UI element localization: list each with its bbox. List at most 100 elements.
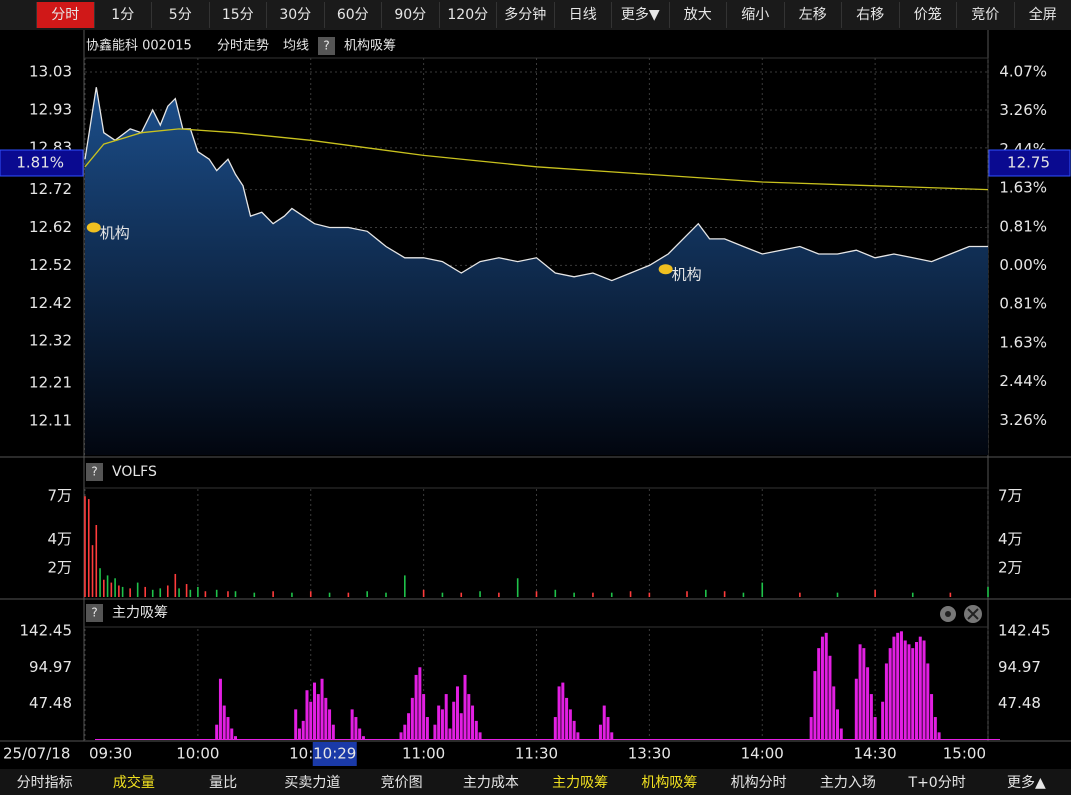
tab[interactable]: 更多▲ [1006,775,1046,791]
toolbar-button[interactable]: 90分 [381,2,439,28]
toolbar-button[interactable]: 30分 [266,2,324,28]
cursor-box [988,149,1071,177]
indicator-bar [892,636,896,740]
volume-bar [151,589,154,597]
indicator-bar [463,674,467,740]
toolbar-button[interactable]: 1分 [93,2,152,28]
toolbar-button[interactable]: 价笼 [898,2,957,28]
volume-bar [554,589,557,597]
annotation-marker [658,264,673,275]
tab[interactable]: T+0分时 [908,775,966,791]
tab[interactable]: 买卖力道 [284,775,341,791]
tab[interactable]: 主力成本 [462,775,519,791]
indicator-bar [422,694,426,740]
indicator-bar [437,705,441,740]
toolbar-button[interactable]: 左移 [783,2,842,28]
volume-bar [347,592,350,597]
indicator-bar [230,728,234,740]
indicator-label: 机构吸筹 [344,38,396,54]
indicator-bar [418,667,422,740]
indicator-bar [234,736,237,740]
tab[interactable]: 分时指标 [16,775,73,791]
volume-bar [178,588,180,597]
indicator-bar [866,667,870,740]
volume-bar [121,586,124,597]
indicator-bar [320,678,324,740]
y2-tick-label: 3.26% [999,101,1047,119]
y-tick-label: 12.21 [29,373,72,391]
indicator-bar [316,694,320,740]
toolbar-button[interactable]: 缩小 [726,2,784,28]
date-label: 25/07/18 [3,745,70,763]
y2-tick-label: 4万 [998,530,1023,548]
indicator-bar [474,720,478,740]
volume-bar [99,568,101,597]
volume-bar [385,592,387,597]
indicator-bar [915,642,919,740]
indicator-bar [602,705,606,740]
indicator-bar [407,713,411,740]
y-tick-label: 12.42 [29,294,72,312]
help-icon: ? [91,606,97,620]
indicator-bar [610,732,614,740]
tab[interactable]: 主力入场 [819,775,876,791]
indicator-bar [399,732,403,740]
toolbar-button[interactable]: 放大 [668,2,727,28]
toolbar-button[interactable]: 日线 [553,2,612,28]
indicator-bar [937,732,941,740]
volume-bar [761,582,764,597]
tab[interactable]: 主力吸筹 [552,775,609,791]
indicator-bar [820,636,824,740]
y-tick-label: 2万 [47,559,72,577]
volume-bar [742,592,745,597]
y-tick-label: 13.03 [29,63,72,81]
x-tick-label: 14:30 [854,745,897,763]
toolbar-button[interactable]: 15分 [208,2,267,28]
tab[interactable]: 成交量 [112,775,155,791]
toolbar-button[interactable]: 120分 [438,2,497,28]
volume-bar [215,589,218,597]
tab[interactable]: 量比 [209,775,238,791]
help-icon: ? [323,39,329,53]
toolbar-button[interactable]: 60分 [323,2,382,28]
x-tick-label: 13:30 [628,745,671,763]
volume-bar [95,525,98,597]
tab[interactable]: 机构吸筹 [641,775,698,791]
volume-bar [84,496,86,597]
indicator-bar [903,640,907,740]
indicator-bar [911,648,915,740]
toolbar-button[interactable]: 右移 [841,2,899,28]
toolbar-button[interactable]: 5分 [151,2,209,28]
volume-bar [144,586,146,597]
legend-label: 均线 [283,39,309,54]
indicator-bar [881,701,885,740]
volume-bar [185,584,188,597]
toolbar-button[interactable]: 分时 [36,2,94,28]
annotation-label: 机构 [672,266,702,284]
indicator-bar [440,709,444,740]
toolbar-button[interactable]: 多分钟 [496,2,554,28]
volume-bar [174,573,177,597]
x-tick-label: 14:00 [741,745,784,763]
tab[interactable]: 机构分时 [730,775,787,791]
cursor-time-box [312,742,357,766]
indicator-bar [930,694,934,740]
panel-title: VOLFS [112,464,157,480]
indicator-bar [824,632,828,740]
panel-title: 主力吸筹 [112,604,168,621]
indicator-bar [907,644,911,740]
toolbar-button[interactable]: 全屏 [1013,2,1071,28]
indicator-bar [455,686,459,740]
indicator-bar [444,694,448,740]
y2-tick-label: 1.63% [999,179,1047,197]
y2-tick-label: 142.45 [998,621,1051,639]
toolbar-button[interactable]: 更多▼ [611,2,669,28]
indicator-bar [839,728,843,740]
indicator-bar [297,728,301,740]
y-tick-label: 12.32 [29,332,72,350]
indicator-bar [606,717,610,740]
y-tick-label: 12.62 [29,218,72,236]
tab[interactable]: 竞价图 [380,775,423,791]
y-tick-label: 142.45 [20,621,73,639]
toolbar-button[interactable]: 竞价 [956,2,1014,28]
